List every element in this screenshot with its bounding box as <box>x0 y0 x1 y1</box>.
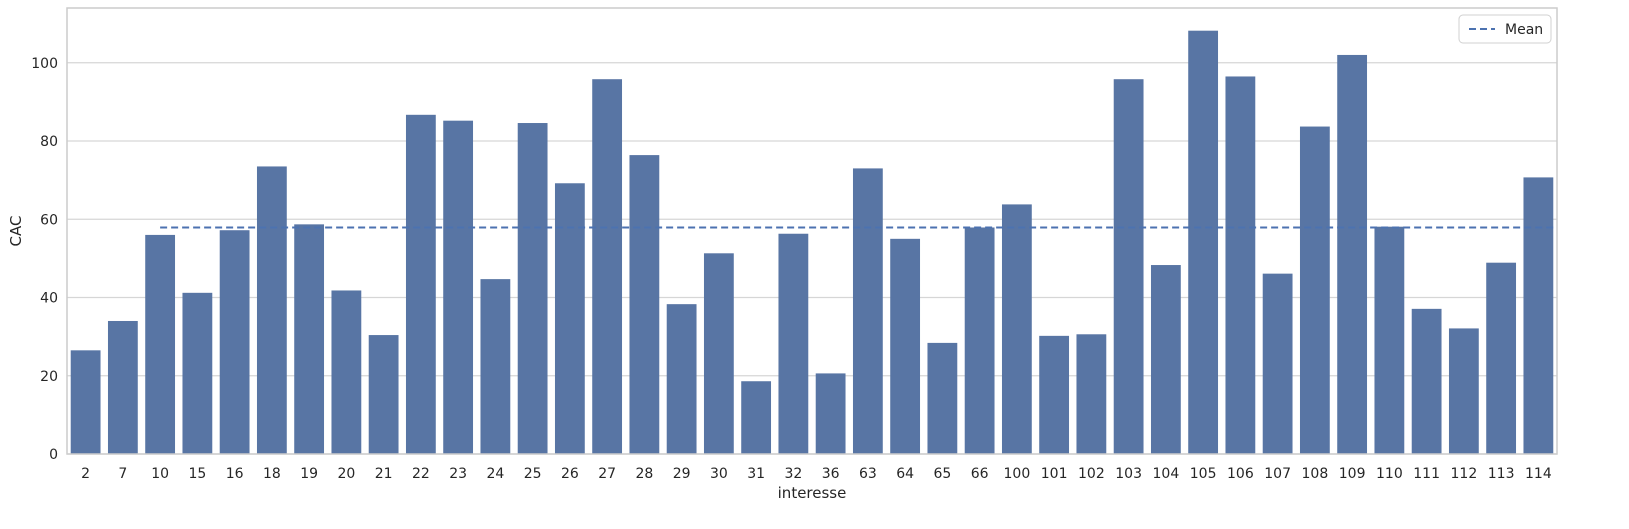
y-axis-title: CAC <box>7 216 25 247</box>
x-tick-label: 15 <box>188 466 206 482</box>
x-axis-title: interesse <box>778 484 847 502</box>
x-tick-label: 27 <box>598 466 616 482</box>
x-tick-label: 19 <box>300 466 318 482</box>
x-tick-label: 108 <box>1302 466 1329 482</box>
x-tick-label: 105 <box>1190 466 1217 482</box>
bar <box>1337 54 1368 455</box>
bar <box>741 381 772 454</box>
bar <box>1411 308 1442 454</box>
y-tick-label: 80 <box>40 134 58 150</box>
y-tick-label: 100 <box>31 56 58 72</box>
x-tick-label: 112 <box>1451 466 1478 482</box>
y-tick-label: 20 <box>40 369 58 385</box>
bar <box>1374 226 1405 454</box>
bar <box>480 279 511 454</box>
bar-layer <box>70 30 1554 455</box>
x-tick-label: 111 <box>1413 466 1440 482</box>
x-tick-label: 101 <box>1041 466 1068 482</box>
x-tick-label: 65 <box>933 466 951 482</box>
bar <box>666 304 697 454</box>
grid-layer <box>67 62 1557 455</box>
x-tick-label: 103 <box>1115 466 1142 482</box>
x-tick-label: 66 <box>971 466 989 482</box>
bar <box>554 183 585 454</box>
bar <box>256 166 287 454</box>
bar <box>219 230 250 454</box>
x-tick-label: 2 <box>81 466 90 482</box>
x-tick-label: 64 <box>896 466 914 482</box>
bar <box>405 114 436 454</box>
bar <box>629 155 660 455</box>
x-tick-label: 110 <box>1376 466 1403 482</box>
x-tick-label: 21 <box>375 466 393 482</box>
bar <box>145 234 176 454</box>
x-tick-label: 18 <box>263 466 281 482</box>
bar <box>1262 273 1293 454</box>
bar <box>927 342 958 454</box>
bar <box>1448 328 1479 454</box>
plot-frame <box>66 7 1558 455</box>
bar <box>107 320 138 454</box>
bar <box>964 227 995 454</box>
bar <box>70 350 101 454</box>
x-tick-label: 100 <box>1004 466 1031 482</box>
bar <box>1486 262 1517 454</box>
legend-box <box>1458 14 1552 44</box>
x-tick-label: 23 <box>449 466 467 482</box>
legend-mean-label: Mean <box>1505 22 1543 38</box>
x-tick-label: 109 <box>1339 466 1366 482</box>
x-tick-label: 113 <box>1488 466 1515 482</box>
x-tick-label: 106 <box>1227 466 1254 482</box>
x-tick-label: 31 <box>747 466 765 482</box>
bar <box>1299 126 1330 454</box>
bar <box>815 373 846 454</box>
bar <box>182 292 213 454</box>
bar <box>1523 177 1554 455</box>
x-tick-label: 10 <box>151 466 169 482</box>
bar <box>592 79 623 455</box>
x-tick-label: 30 <box>710 466 728 482</box>
x-tick-label: 29 <box>673 466 691 482</box>
bar <box>368 335 399 454</box>
x-tick-label: 32 <box>784 466 802 482</box>
y-tick-label: 60 <box>40 212 58 228</box>
bar <box>1039 335 1070 454</box>
x-tick-label: 26 <box>561 466 579 482</box>
x-tick-label: 28 <box>635 466 653 482</box>
bar <box>1001 204 1032 454</box>
y-tick-label: 40 <box>40 291 58 307</box>
bar <box>1225 76 1256 455</box>
bar <box>890 238 921 454</box>
x-tick-label: 114 <box>1525 466 1552 482</box>
x-tick-label: 104 <box>1153 466 1180 482</box>
bar <box>703 253 734 454</box>
bar <box>1188 30 1219 455</box>
bar <box>294 224 325 454</box>
x-tick-label: 24 <box>486 466 504 482</box>
bar <box>331 290 362 454</box>
bar <box>1150 265 1181 454</box>
x-tick-label: 16 <box>226 466 244 482</box>
x-tick-label: 63 <box>859 466 877 482</box>
x-tick-label: 36 <box>822 466 840 482</box>
legend: Mean <box>1458 14 1552 44</box>
x-tick-label: 102 <box>1078 466 1105 482</box>
x-tick-label: 22 <box>412 466 430 482</box>
bar <box>778 233 809 454</box>
x-tick-label: 7 <box>118 466 127 482</box>
bar <box>852 168 883 454</box>
bar <box>1076 334 1107 454</box>
bar <box>1113 79 1144 455</box>
x-tick-label: 25 <box>524 466 542 482</box>
x-tick-label: 20 <box>337 466 355 482</box>
bar <box>517 123 548 454</box>
x-tick-label: 107 <box>1264 466 1291 482</box>
bar <box>443 120 474 455</box>
y-tick-label: 0 <box>49 447 58 463</box>
